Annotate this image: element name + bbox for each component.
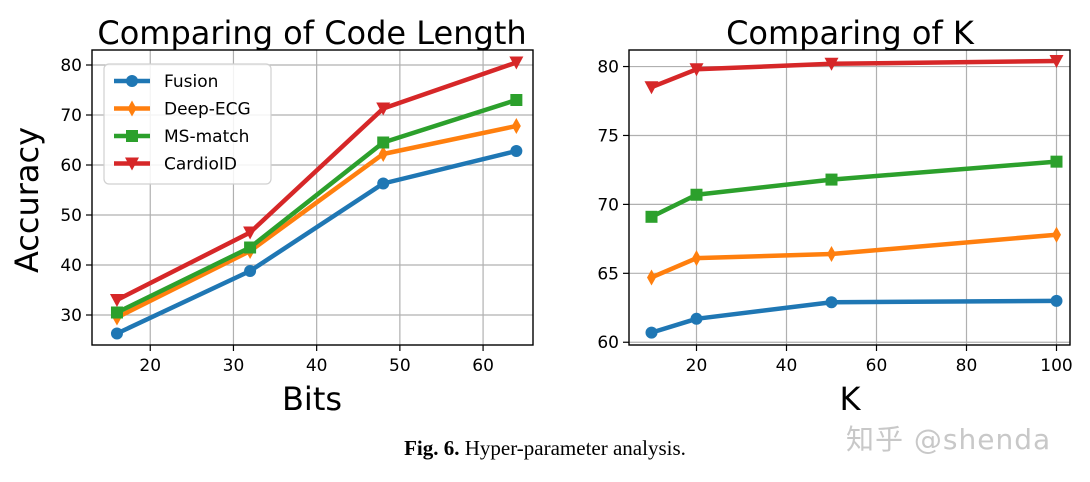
data-point-cardioid — [644, 81, 659, 95]
chart-title: Comparing of K — [726, 14, 975, 52]
data-point-fusion — [690, 312, 703, 325]
legend-marker — [125, 157, 139, 171]
data-point-ms-match — [377, 136, 390, 149]
y-tick-label: 30 — [60, 306, 82, 326]
legend-box — [103, 63, 272, 185]
data-point-deep-ecg — [511, 118, 521, 134]
data-point-ms-match — [110, 306, 123, 319]
data-point-ms-match — [244, 241, 257, 254]
legend: Fusion Deep-ECG MS-match CardioID — [103, 63, 272, 185]
x-axis-label: Bits — [282, 380, 342, 418]
series-line-ms-match — [650, 159, 1057, 219]
y-tick-label: 70 — [597, 195, 619, 215]
y-tick-label: 75 — [597, 126, 619, 146]
x-tick-label: 50 — [389, 356, 411, 376]
x-tick-label: 30 — [223, 356, 245, 376]
series-line-fusion — [116, 148, 517, 336]
x-tick-label: 60 — [866, 356, 888, 376]
data-point-cardioid — [1049, 55, 1064, 69]
data-point-deep-ecg — [827, 246, 836, 263]
x-tick-label: 20 — [686, 356, 708, 376]
data-point-ms-match — [645, 210, 658, 223]
data-point-ms-match — [1050, 155, 1063, 168]
legend-marker — [127, 100, 137, 117]
chart-panel-2: 20 40 60 80 100 60 65 70 75 80 Comparing of K K — [597, 14, 1072, 418]
data-point-fusion — [645, 326, 658, 339]
data-point-deep-ecg — [1052, 226, 1061, 243]
y-tick-label: 40 — [60, 256, 82, 276]
data-point-deep-ecg — [647, 269, 656, 286]
data-point-deep-ecg — [692, 250, 701, 267]
data-point-cardioid — [243, 226, 258, 240]
y-tick-label: 80 — [597, 58, 619, 78]
legend-label: MS-match — [164, 127, 249, 147]
series-line-cardioid — [650, 58, 1057, 90]
series-line-cardioid — [115, 60, 518, 303]
series-line-fusion — [650, 298, 1057, 335]
x-tick-label: 60 — [472, 356, 494, 376]
legend-label: Fusion — [164, 72, 218, 92]
y-tick-label: 80 — [60, 56, 82, 76]
watermark: 知乎 @shenda — [846, 423, 1052, 456]
figure-caption: Fig. 6. Hyper-parameter analysis. — [0, 436, 1090, 461]
x-tick-label: 20 — [139, 356, 161, 376]
y-tick-label: 65 — [597, 264, 619, 284]
data-point-cardioid — [689, 63, 704, 77]
axes-frame — [91, 49, 534, 346]
legend-marker — [126, 130, 138, 142]
data-point-deep-ecg — [378, 146, 388, 162]
data-point-cardioid — [376, 102, 391, 116]
x-tick-label: 80 — [956, 356, 978, 376]
legend-label: Deep-ECG — [164, 100, 251, 120]
x-tick-label: 100 — [1040, 356, 1072, 376]
caption-text: Hyper-parameter analysis. — [464, 436, 686, 460]
y-tick-label: 50 — [60, 206, 82, 226]
x-tick-label: 40 — [306, 356, 328, 376]
y-tick-label: 60 — [60, 156, 82, 176]
series-line-deep-ecg — [650, 232, 1057, 280]
x-axis-label: K — [840, 380, 862, 418]
y-axis-label: Accuracy — [8, 127, 46, 273]
data-point-ms-match — [510, 94, 523, 106]
data-point-cardioid — [109, 294, 124, 307]
legend-label: CardioID — [164, 155, 237, 175]
data-point-fusion — [110, 327, 123, 340]
series-line-ms-match — [115, 97, 518, 315]
caption-label: Fig. 6. — [404, 436, 460, 460]
data-point-fusion — [510, 145, 523, 157]
data-point-fusion — [244, 265, 257, 277]
chart-title: Comparing of Code Length — [97, 14, 526, 52]
data-point-cardioid — [824, 57, 839, 71]
data-point-ms-match — [690, 188, 703, 201]
y-tick-label: 60 — [597, 333, 619, 353]
axes-frame — [628, 49, 1071, 346]
chart-panel-1: 20 30 40 50 60 30 40 50 60 70 80 Comparing of Code … — [8, 14, 534, 418]
data-point-ms-match — [825, 173, 838, 186]
data-point-fusion — [377, 177, 390, 190]
data-point-fusion — [825, 296, 838, 309]
x-tick-label: 40 — [776, 356, 798, 376]
y-tick-label: 70 — [60, 106, 82, 126]
data-point-cardioid — [509, 56, 524, 70]
data-point-fusion — [1050, 294, 1063, 307]
legend-marker — [126, 75, 138, 87]
series-line-deep-ecg — [115, 123, 517, 320]
